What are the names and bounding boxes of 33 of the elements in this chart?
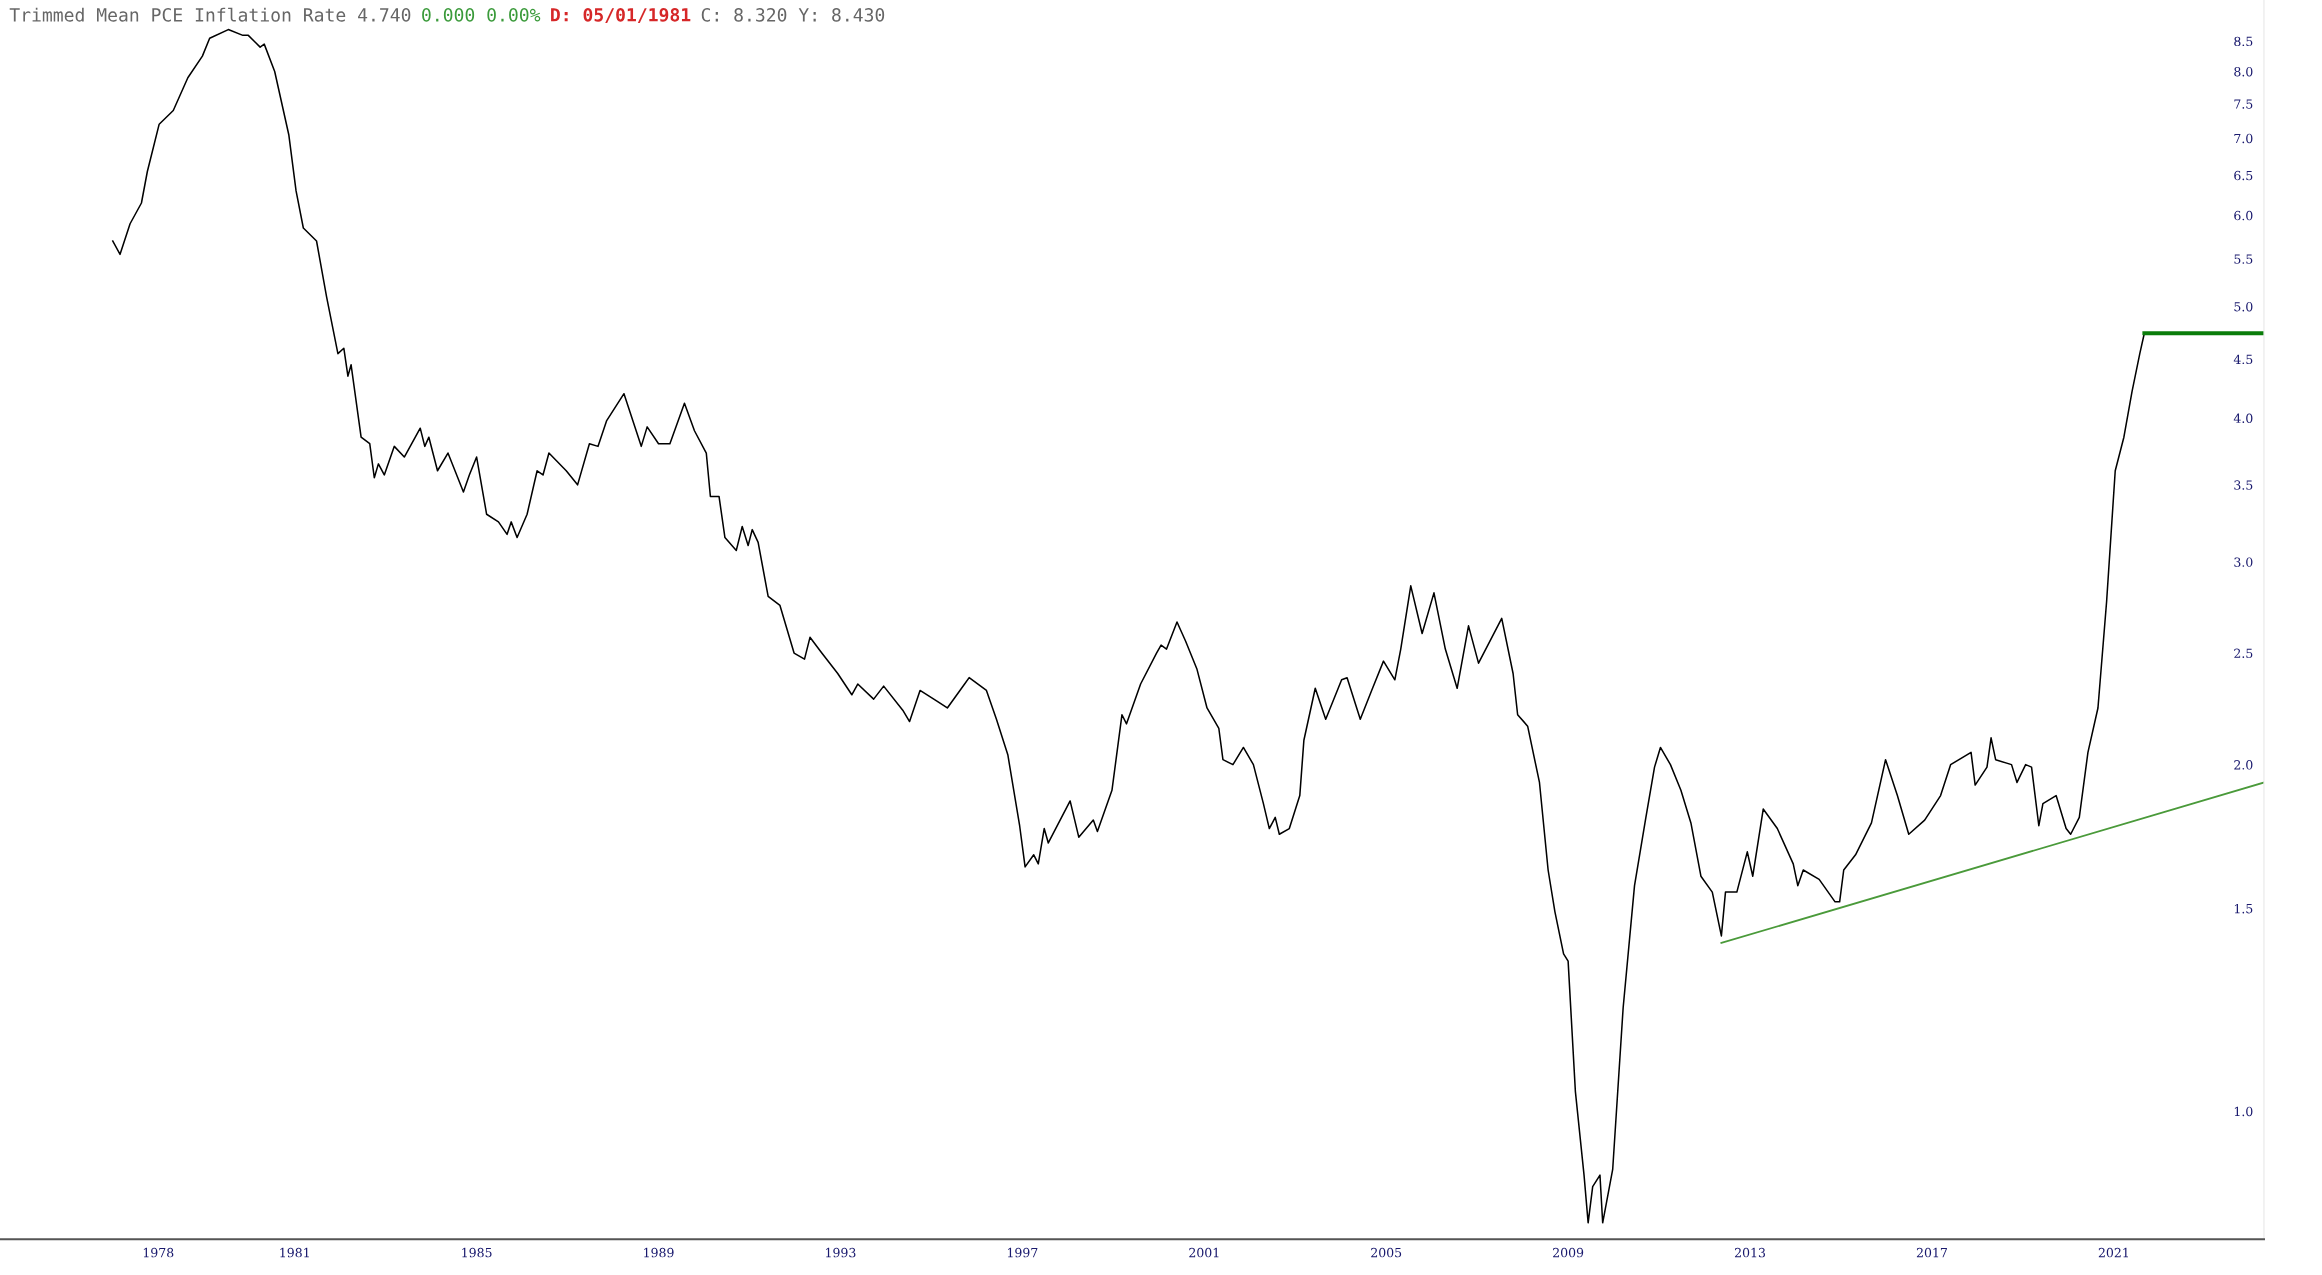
y-tick-label: 7.5 <box>2234 99 2253 109</box>
line-series <box>112 28 2146 1224</box>
x-tick-label: 1985 <box>462 1247 492 1258</box>
x-tick-label: 1978 <box>143 1247 174 1258</box>
y-tick-label: 1.0 <box>2234 1106 2253 1117</box>
y-tick-label: 6.0 <box>2234 210 2253 221</box>
y-tick-label: 4.0 <box>2233 413 2253 423</box>
x-tick-label: 1993 <box>826 1247 856 1258</box>
y-tick-label: 7.0 <box>2234 133 2253 144</box>
y-tick-label: 5.0 <box>2234 301 2253 312</box>
x-tick-label: 2021 <box>2098 1247 2128 1258</box>
y-tick-label: 2.0 <box>2234 760 2253 770</box>
chart-title: Trimmed Mean PCE Inflation Rate 4.740 <box>9 7 411 22</box>
y-tick-label: 3.0 <box>2234 557 2253 567</box>
x-tick-label: 2013 <box>1734 1247 1766 1258</box>
y-tick-label: 5.5 <box>2234 254 2253 264</box>
x-tick-label: 2005 <box>1371 1247 1402 1258</box>
annotation: D: 05/01/1981 <box>551 7 691 24</box>
annotation: C: 8.320 Y: 8.430 <box>701 8 885 22</box>
x-tick-label: 1981 <box>280 1247 309 1258</box>
x-tick-label: 2009 <box>1553 1247 1584 1258</box>
x-tick-label: 2017 <box>1916 1247 1947 1258</box>
annotation: 0.000 0.00% <box>422 8 541 22</box>
x-tick-label: 1989 <box>644 1247 674 1258</box>
x-tick-label: 2001 <box>1189 1247 1219 1258</box>
y-tick-label: 8.5 <box>2234 36 2253 47</box>
x-tick-label: 1997 <box>1007 1247 1038 1258</box>
y-tick-label: 4.5 <box>2233 354 2253 365</box>
y-tick-label: 2.5 <box>2234 648 2253 658</box>
y-tick-label: 6.5 <box>2234 170 2253 181</box>
y-tick-label: 3.5 <box>2234 480 2253 490</box>
y-tick-label: 1.5 <box>2234 903 2253 914</box>
y-tick-label: 8.0 <box>2234 66 2253 77</box>
